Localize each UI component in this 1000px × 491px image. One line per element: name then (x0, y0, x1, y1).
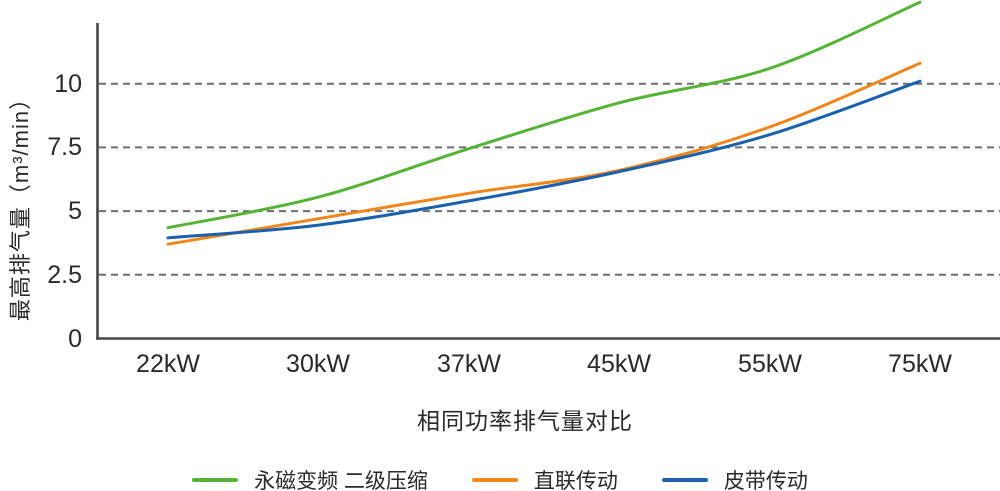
y-tick-2-5: 2.5 (47, 261, 82, 289)
y-tick-0: 0 (68, 325, 82, 353)
x-tick-45kw: 45kW (587, 350, 651, 378)
series-line-0 (166, 0, 922, 230)
series-line-2 (166, 79, 922, 240)
chart-title: 相同功率排气量对比 (417, 408, 633, 434)
series-line-1 (166, 61, 922, 246)
legend-swatch-orange-line-icon (471, 478, 518, 482)
x-tick-55kw: 55kW (738, 350, 802, 378)
x-tick-30kw: 30kW (286, 350, 350, 378)
x-tick-22kw: 22kW (136, 350, 200, 378)
legend-label: 直联传动 (533, 470, 618, 491)
y-tick-10: 10 (54, 70, 82, 98)
legend-swatch-green-line-icon (192, 478, 239, 482)
x-tick-37kw: 37kW (437, 350, 501, 378)
legend-swatch-blue-line-icon (661, 478, 708, 482)
legend-label: 永磁变频 二级压缩 (254, 470, 428, 491)
x-tick-75kw: 75kW (888, 350, 952, 378)
legend-label: 皮带传动 (723, 470, 808, 491)
legend-item-belt-drive: 皮带传动 (661, 465, 808, 491)
legend-item-pm-vfd-two-stage: 永磁变频 二级压缩 (192, 465, 428, 491)
legend: 永磁变频 二级压缩 直联传动 皮带传动 (0, 465, 1000, 491)
y-tick-5: 5 (68, 197, 82, 225)
y-tick-7-5: 7.5 (47, 133, 82, 161)
legend-item-direct-drive: 直联传动 (471, 465, 618, 491)
